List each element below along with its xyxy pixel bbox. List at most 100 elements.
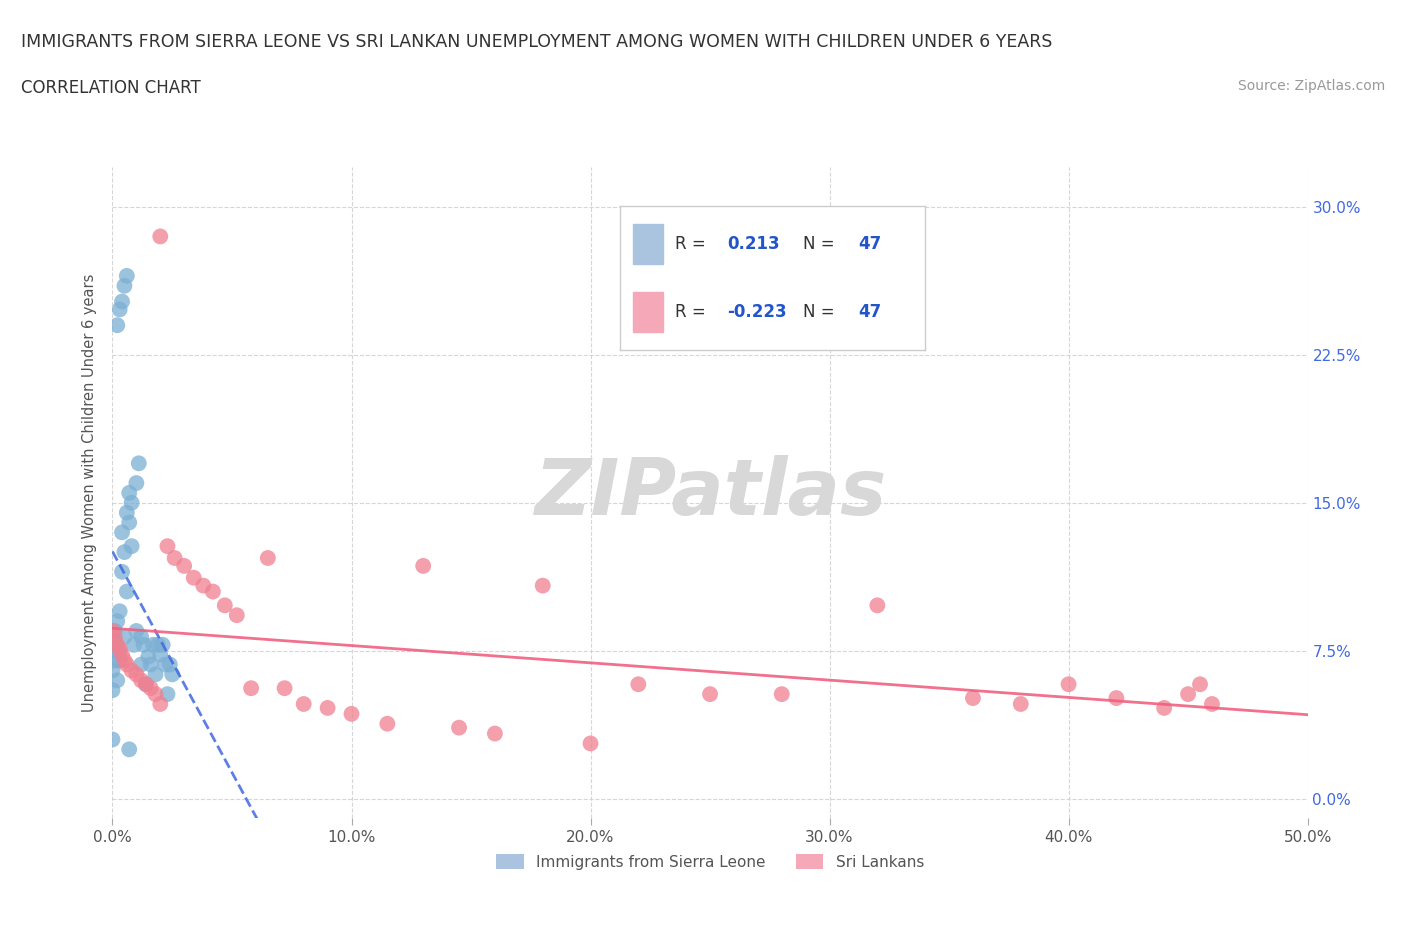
Point <box>340 707 363 722</box>
Y-axis label: Unemployment Among Women with Children Under 6 years: Unemployment Among Women with Children U… <box>82 273 97 712</box>
Point <box>105 614 128 629</box>
Point <box>257 551 280 565</box>
Point <box>149 229 172 244</box>
Point <box>152 637 174 652</box>
Point <box>484 726 506 741</box>
Point <box>156 686 179 701</box>
Point <box>111 525 134 539</box>
Point <box>114 545 135 560</box>
Point <box>129 658 152 672</box>
Point <box>114 653 135 668</box>
Point <box>139 658 162 672</box>
Point <box>111 565 134 579</box>
Point <box>101 644 124 658</box>
Point <box>111 294 134 309</box>
Text: IMMIGRANTS FROM SIERRA LEONE VS SRI LANKAN UNEMPLOYMENT AMONG WOMEN WITH CHILDRE: IMMIGRANTS FROM SIERRA LEONE VS SRI LANK… <box>21 33 1053 50</box>
Point <box>108 653 131 668</box>
Point <box>101 663 124 678</box>
Point <box>159 658 181 672</box>
Text: CORRELATION CHART: CORRELATION CHART <box>21 79 201 97</box>
Point <box>447 720 470 735</box>
Point <box>101 732 124 747</box>
Point <box>111 647 134 662</box>
Point <box>125 475 148 490</box>
Point <box>115 269 138 284</box>
Point <box>1010 697 1032 711</box>
Point <box>962 691 984 706</box>
Point <box>114 630 135 644</box>
Point <box>104 653 127 668</box>
Point <box>1177 686 1199 701</box>
Point <box>146 637 169 652</box>
Point <box>163 551 186 565</box>
Point <box>108 644 131 658</box>
Point <box>122 637 145 652</box>
Point <box>118 742 141 757</box>
Point <box>105 318 128 333</box>
Point <box>101 623 124 638</box>
Point <box>129 630 152 644</box>
Text: ZIPatlas: ZIPatlas <box>534 455 886 531</box>
Point <box>1201 697 1223 711</box>
Point <box>125 623 148 638</box>
Text: Source: ZipAtlas.com: Source: ZipAtlas.com <box>1237 79 1385 93</box>
Legend: Immigrants from Sierra Leone, Sri Lankans: Immigrants from Sierra Leone, Sri Lankan… <box>489 847 931 876</box>
Point <box>292 697 315 711</box>
Point <box>104 630 127 644</box>
Point <box>145 686 167 701</box>
Point <box>105 673 128 688</box>
Point <box>108 604 131 618</box>
Point <box>412 558 434 573</box>
Point <box>770 686 793 701</box>
Point <box>104 623 127 638</box>
Point <box>1057 677 1080 692</box>
Point <box>128 456 150 471</box>
Point <box>121 496 143 511</box>
Point <box>193 578 215 593</box>
Point <box>101 683 124 698</box>
Point <box>1105 691 1128 706</box>
Point <box>138 649 160 664</box>
Point <box>108 302 131 317</box>
Point <box>149 697 172 711</box>
Point <box>104 633 127 648</box>
Point <box>114 278 135 293</box>
Point <box>201 584 224 599</box>
Point <box>273 681 295 696</box>
Point <box>627 677 650 692</box>
Point <box>108 642 131 657</box>
Point <box>699 686 721 701</box>
Point <box>153 658 176 672</box>
Point <box>132 637 155 652</box>
Point <box>135 677 157 692</box>
Point <box>142 637 165 652</box>
Point <box>225 608 247 623</box>
Point <box>183 570 205 585</box>
Point <box>377 716 399 731</box>
Point <box>316 700 339 715</box>
Point <box>240 681 263 696</box>
Point <box>1153 700 1175 715</box>
Point <box>118 485 141 500</box>
Point <box>121 538 143 553</box>
Point <box>125 667 148 682</box>
Point <box>173 558 195 573</box>
Point <box>115 505 138 520</box>
Point <box>118 515 141 530</box>
Point <box>115 658 138 672</box>
Point <box>129 673 152 688</box>
Point <box>156 538 179 553</box>
Point <box>145 667 167 682</box>
Point <box>105 637 128 652</box>
Point <box>866 598 889 613</box>
Point <box>214 598 236 613</box>
Point <box>115 584 138 599</box>
Point <box>579 736 602 751</box>
Point <box>121 663 143 678</box>
Point <box>162 667 183 682</box>
Point <box>139 681 162 696</box>
Point <box>149 647 172 662</box>
Point <box>531 578 554 593</box>
Point <box>135 677 157 692</box>
Point <box>1189 677 1212 692</box>
